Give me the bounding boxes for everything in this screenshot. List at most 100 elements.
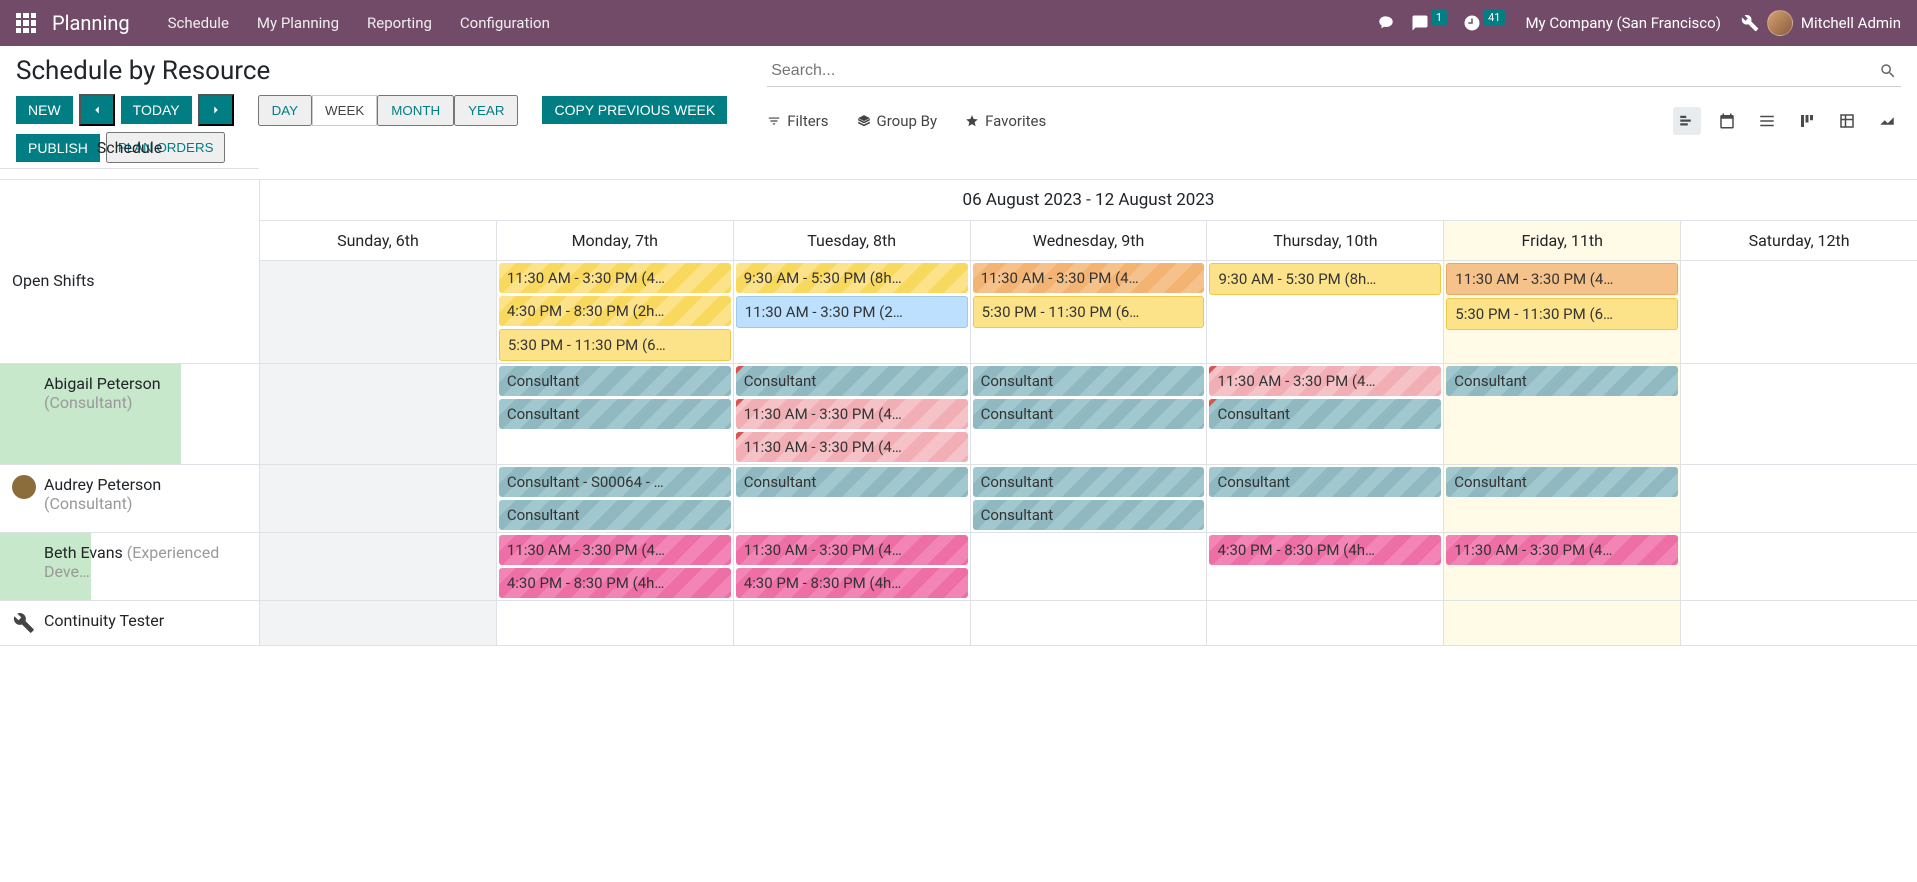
shift-pill[interactable]: Consultant — [973, 399, 1205, 429]
shift-pill[interactable]: Consultant — [736, 366, 968, 396]
row-label[interactable]: Beth Evans (Experienced Deve… — [0, 533, 260, 600]
shift-pill[interactable]: 5:30 PM - 11:30 PM (6… — [1446, 298, 1678, 330]
apps-icon[interactable] — [16, 13, 36, 33]
gantt-cell[interactable] — [1444, 601, 1681, 645]
gantt-cell[interactable]: ConsultantConsultant — [971, 364, 1208, 464]
gantt-cell[interactable]: 11:30 AM - 3:30 PM (4… — [1444, 533, 1681, 600]
shift-pill[interactable]: 5:30 PM - 11:30 PM (6… — [973, 296, 1205, 328]
brand[interactable]: Planning — [52, 11, 130, 35]
gantt-cell[interactable]: 11:30 AM - 3:30 PM (4…5:30 PM - 11:30 PM… — [1444, 261, 1681, 363]
gantt-cell[interactable]: 9:30 AM - 5:30 PM (8h…11:30 AM - 3:30 PM… — [734, 261, 971, 363]
gantt-cell[interactable]: 11:30 AM - 3:30 PM (4…4:30 PM - 8:30 PM … — [497, 261, 734, 363]
avatar[interactable] — [1767, 10, 1793, 36]
shift-pill[interactable]: 11:30 AM - 3:30 PM (2… — [736, 296, 968, 328]
shift-pill[interactable]: 11:30 AM - 3:30 PM (4… — [736, 399, 968, 429]
shift-pill[interactable]: 4:30 PM - 8:30 PM (4h… — [1209, 535, 1441, 565]
debug-icon[interactable] — [1741, 14, 1759, 32]
shift-pill[interactable]: 4:30 PM - 8:30 PM (4h… — [736, 568, 968, 598]
view-graph-icon[interactable] — [1873, 107, 1901, 135]
shift-pill[interactable]: 11:30 AM - 3:30 PM (4… — [1446, 535, 1678, 565]
gantt-cell[interactable]: 9:30 AM - 5:30 PM (8h… — [1207, 261, 1444, 363]
scale-week[interactable]: WEEK — [312, 95, 377, 126]
filters-menu[interactable]: Filters — [767, 112, 828, 130]
gantt-cell[interactable] — [260, 533, 497, 600]
shift-pill[interactable]: Consultant — [499, 500, 731, 530]
view-pivot-icon[interactable] — [1833, 107, 1861, 135]
nav-schedule[interactable]: Schedule — [154, 14, 243, 32]
gantt-cell[interactable] — [1681, 364, 1917, 464]
gantt-cell[interactable]: ConsultantConsultant — [971, 465, 1208, 532]
gantt-cell[interactable]: Consultant — [734, 465, 971, 532]
username[interactable]: Mitchell Admin — [1801, 14, 1901, 32]
view-kanban-icon[interactable] — [1793, 107, 1821, 135]
shift-pill[interactable]: Consultant — [973, 467, 1205, 497]
shift-pill[interactable]: 4:30 PM - 8:30 PM (4h… — [499, 568, 731, 598]
shift-pill[interactable]: Consultant - S00064 - … — [499, 467, 731, 497]
shift-pill[interactable]: 5:30 PM - 11:30 PM (6… — [499, 329, 731, 361]
shift-pill[interactable]: Consultant — [499, 399, 731, 429]
activities-icon[interactable]: 41 — [1463, 14, 1505, 32]
nav-my-planning[interactable]: My Planning — [243, 14, 353, 32]
search-input[interactable] — [767, 56, 1901, 87]
shift-pill[interactable]: 11:30 AM - 3:30 PM (4… — [499, 263, 731, 293]
gantt-cell[interactable]: 11:30 AM - 3:30 PM (4…Consultant — [1207, 364, 1444, 464]
gantt-cell[interactable] — [260, 601, 497, 645]
row-label[interactable]: Audrey Peterson (Consultant) — [0, 465, 260, 532]
shift-pill[interactable]: 9:30 AM - 5:30 PM (8h… — [1209, 263, 1441, 295]
shift-pill[interactable]: 11:30 AM - 3:30 PM (4… — [1446, 263, 1678, 295]
gantt-cell[interactable]: 11:30 AM - 3:30 PM (4…5:30 PM - 11:30 PM… — [971, 261, 1208, 363]
gantt-cell[interactable]: Consultant - S00064 - …Consultant — [497, 465, 734, 532]
view-gantt-icon[interactable] — [1673, 107, 1701, 135]
shift-pill[interactable]: 11:30 AM - 3:30 PM (4… — [736, 535, 968, 565]
gantt-cell[interactable] — [260, 364, 497, 464]
gantt-cell[interactable] — [1681, 261, 1917, 363]
scale-day[interactable]: DAY — [258, 95, 312, 126]
copy-week-button[interactable]: COPY PREVIOUS WEEK — [542, 96, 727, 124]
shift-pill[interactable]: Consultant — [499, 366, 731, 396]
gantt-cell[interactable]: Consultant11:30 AM - 3:30 PM (4…11:30 AM… — [734, 364, 971, 464]
favorites-menu[interactable]: Favorites — [965, 112, 1046, 130]
row-label[interactable]: Continuity Tester — [0, 601, 260, 645]
gantt-cell[interactable] — [734, 601, 971, 645]
groupby-menu[interactable]: Group By — [857, 112, 938, 130]
scale-month[interactable]: MONTH — [377, 95, 454, 126]
view-calendar-icon[interactable] — [1713, 107, 1741, 135]
messages-icon[interactable]: 1 — [1411, 14, 1447, 32]
shift-pill[interactable]: 11:30 AM - 3:30 PM (4… — [973, 263, 1205, 293]
shift-pill[interactable]: Consultant — [973, 366, 1205, 396]
scale-year[interactable]: YEAR — [454, 95, 518, 126]
gantt-cell[interactable] — [260, 261, 497, 363]
gantt-cell[interactable]: Consultant — [1444, 364, 1681, 464]
gantt-cell[interactable] — [260, 465, 497, 532]
new-button[interactable]: NEW — [16, 96, 73, 124]
gantt-cell[interactable] — [1681, 601, 1917, 645]
shift-pill[interactable]: Consultant — [1209, 467, 1441, 497]
today-button[interactable]: TODAY — [121, 96, 192, 124]
prev-button[interactable] — [79, 94, 115, 126]
gantt-cell[interactable]: 4:30 PM - 8:30 PM (4h… — [1207, 533, 1444, 600]
next-button[interactable] — [198, 94, 234, 126]
company-selector[interactable]: My Company (San Francisco) — [1525, 14, 1720, 32]
gantt-cell[interactable] — [1681, 465, 1917, 532]
search-icon[interactable] — [1879, 62, 1897, 80]
gantt-cell[interactable]: 11:30 AM - 3:30 PM (4…4:30 PM - 8:30 PM … — [497, 533, 734, 600]
phone-icon[interactable] — [1377, 14, 1395, 32]
gantt-cell[interactable] — [1207, 601, 1444, 645]
shift-pill[interactable]: 4:30 PM - 8:30 PM (2h… — [499, 296, 731, 326]
view-list-icon[interactable] — [1753, 107, 1781, 135]
shift-pill[interactable]: Consultant — [736, 467, 968, 497]
shift-pill[interactable]: Consultant — [973, 500, 1205, 530]
gantt-cell[interactable] — [971, 533, 1208, 600]
gantt-cell[interactable] — [971, 601, 1208, 645]
shift-pill[interactable]: Consultant — [1446, 467, 1678, 497]
nav-reporting[interactable]: Reporting — [353, 14, 446, 32]
gantt-cell[interactable]: 11:30 AM - 3:30 PM (4…4:30 PM - 8:30 PM … — [734, 533, 971, 600]
gantt-cell[interactable]: Consultant — [1207, 465, 1444, 532]
row-label[interactable]: Open Shifts — [0, 261, 260, 363]
gantt-cell[interactable] — [497, 601, 734, 645]
gantt-cell[interactable]: Consultant — [1444, 465, 1681, 532]
nav-configuration[interactable]: Configuration — [446, 14, 564, 32]
shift-pill[interactable]: 11:30 AM - 3:30 PM (4… — [499, 535, 731, 565]
gantt-cell[interactable]: ConsultantConsultant — [497, 364, 734, 464]
row-label[interactable]: Abigail Peterson (Consultant) — [0, 364, 260, 464]
